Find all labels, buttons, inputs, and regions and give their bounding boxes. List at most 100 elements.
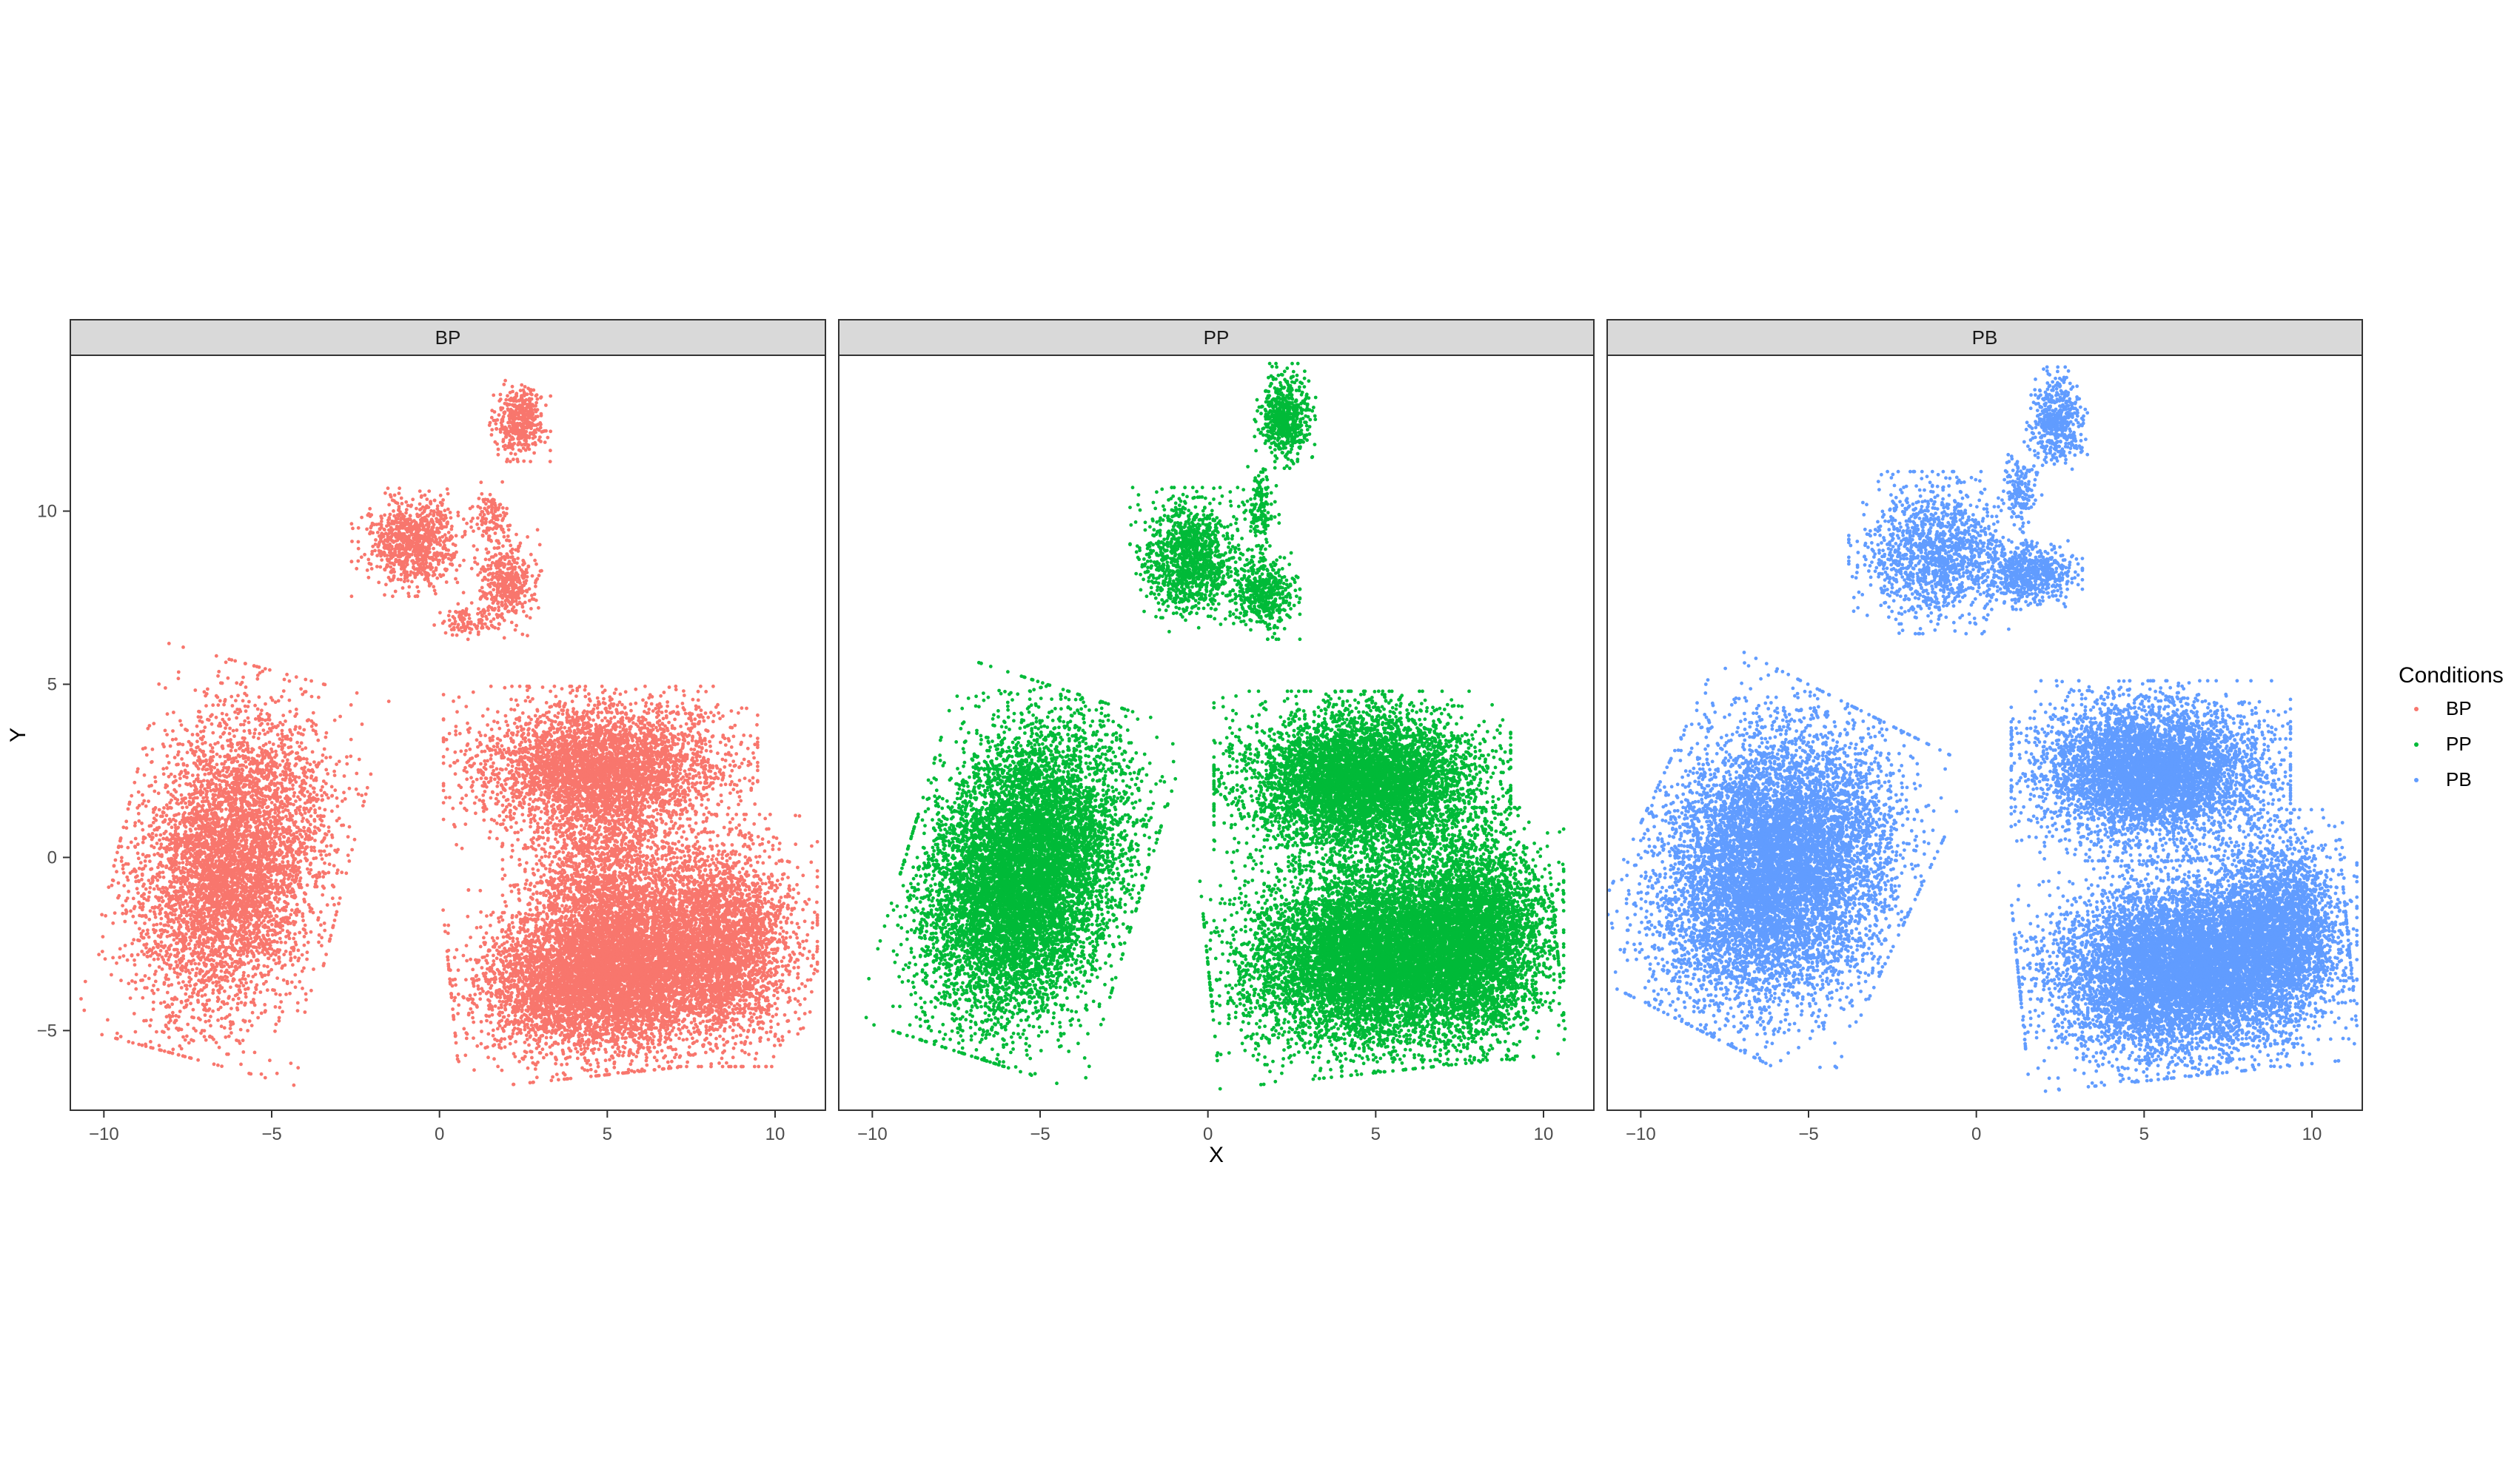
scatter-point [110,884,114,887]
scatter-point [137,856,141,860]
scatter-point [244,996,248,999]
scatter-point [119,1035,123,1038]
scatter-point [150,1018,153,1022]
scatter-point [162,876,166,879]
scatter-point [170,806,173,810]
scatter-point [140,822,144,825]
scatter-point [333,919,337,922]
scatter-point [120,859,124,863]
scatter-point [227,717,231,721]
scatter-point [228,732,232,736]
scatter-point [284,921,287,924]
scatter-point [264,894,267,898]
scatter-point [346,853,350,857]
scatter-point [264,827,267,830]
scatter-point [331,836,335,839]
scatter-point [281,1010,284,1014]
scatter-point [190,810,194,814]
scatter-point [180,723,184,727]
scatter-point [166,991,170,995]
scatter-point [220,809,224,813]
scatter-point [198,941,202,945]
scatter-point [218,802,221,805]
scatter-point [133,963,137,967]
scatter-point [244,709,248,713]
scatter-point [170,944,173,947]
scatter-point [201,735,205,739]
scatter-point [322,779,326,783]
scatter-point [164,786,167,790]
scatter-point [182,775,186,779]
scatter-point [341,799,344,803]
scatter-point [306,790,309,793]
scatter-point [264,973,267,977]
scatter-point [197,962,201,966]
scatter-point [274,1005,278,1009]
scatter-point [204,1013,207,1017]
scatter-point [303,781,306,785]
scatter-point [186,751,190,754]
scatter-point [178,876,182,880]
scatter-point [177,927,181,931]
scatter-point [195,967,199,970]
scatter-point [184,882,187,886]
scatter-point [267,756,271,759]
scatter-point [145,854,149,858]
scatter-point [270,808,274,812]
scatter-point [152,924,155,927]
scatter-point [299,876,303,880]
scatter-point [320,944,324,947]
scatter-point [213,903,217,907]
scatter-point [221,919,224,923]
scatter-point [260,1072,264,1076]
scatter-point [278,836,281,839]
scatter-point [304,1010,307,1014]
scatter-point [204,799,207,803]
scatter-point [282,836,286,839]
scatter-point [258,695,261,699]
scatter-point [275,879,278,882]
scatter-point [190,742,193,746]
scatter-point [323,850,326,853]
scatter-point [190,995,194,998]
scatter-point [245,694,249,697]
scatter-point [131,1041,135,1045]
scatter-point [284,993,288,996]
scatter-point [178,904,182,907]
scatter-point [118,947,122,951]
scatter-point [266,930,269,933]
scatter-point [306,950,309,954]
scatter-point [324,808,327,812]
scatter-point [221,718,224,722]
scatter-point [276,787,280,790]
scatter-point [254,922,258,926]
scatter-point [248,933,252,937]
scatter-point [166,807,170,810]
scatter-point [164,866,168,870]
scatter-point [180,1000,184,1004]
scatter-point [159,922,163,926]
scatter-point [281,759,285,763]
scatter-point [127,862,130,866]
scatter-point [262,728,266,732]
scatter-point [127,1040,130,1044]
scatter-point [282,689,286,693]
scatter-point [239,860,243,864]
scatter-point [227,744,230,748]
scatter-point [299,859,303,863]
scatter-point [292,821,295,825]
scatter-point [229,738,232,742]
scatter-point [293,956,297,959]
scatter-point [171,729,175,733]
scatter-point [305,958,309,961]
scatter-point [328,853,332,856]
scatter-point [162,930,166,933]
scatter-point [187,1041,191,1045]
scatter-point [218,1046,221,1050]
scatter-point [221,827,225,831]
scatter-point [304,833,308,836]
scatter-point [289,797,292,801]
scatter-point [247,721,251,725]
scatter-point [235,728,238,732]
scatter-point [141,914,145,918]
